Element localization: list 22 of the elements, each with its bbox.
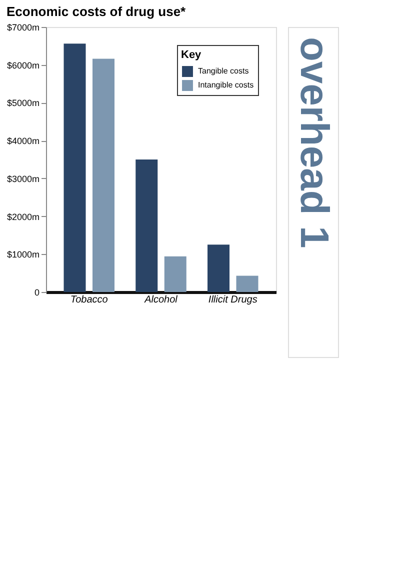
bar — [64, 44, 86, 292]
legend-label: Intangible costs — [198, 80, 254, 90]
y-tick-label: $5000m — [6, 98, 40, 108]
bar — [92, 58, 114, 292]
y-tick-label: $6000m — [6, 60, 40, 70]
chart-title: Economic costs of drug use* — [6, 4, 187, 19]
x-tick-label: Tobacco — [70, 294, 108, 306]
bar — [236, 276, 258, 292]
legend-label: Tangible costs — [198, 66, 249, 76]
bar — [164, 256, 186, 292]
legend-title: Key — [181, 49, 202, 61]
y-tick-label: $2000m — [6, 212, 40, 222]
bar — [208, 244, 230, 292]
text: overhead 1 — [292, 37, 336, 248]
y-tick-label: $4000m — [6, 136, 40, 146]
y-tick-label: $3000m — [6, 174, 40, 184]
x-tick-label: Illicit Drugs — [208, 294, 258, 306]
x-tick-label: Alcohol — [144, 294, 178, 306]
y-tick-label: $1000m — [6, 250, 40, 260]
bar — [136, 160, 158, 292]
y-tick-label: 0 — [34, 288, 40, 298]
y-tick-label: $7000m — [6, 22, 40, 32]
